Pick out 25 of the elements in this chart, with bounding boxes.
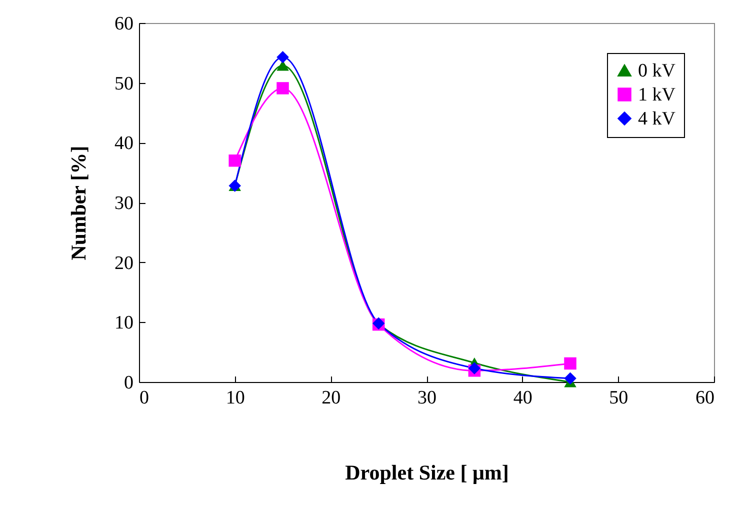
x-tick-label: 50 xyxy=(609,388,628,408)
y-tick-label: 40 xyxy=(114,133,134,154)
x-tick-label: 20 xyxy=(322,388,341,408)
x-tick-label: 10 xyxy=(226,388,245,408)
x-axis-title: Droplet Size [ μm] xyxy=(345,460,509,484)
x-tick-label: 40 xyxy=(513,388,532,408)
point xyxy=(564,357,576,370)
point xyxy=(276,82,289,94)
legend-label: 0 kV xyxy=(638,60,676,82)
legend-label: 1 kV xyxy=(638,84,676,106)
x-tick-label: 60 xyxy=(696,388,714,408)
y-axis-title: Number [%] xyxy=(66,146,90,260)
point xyxy=(228,154,241,167)
point xyxy=(564,372,576,385)
point xyxy=(276,50,289,64)
y-tick-label: 10 xyxy=(114,312,134,334)
y-tick-label: 30 xyxy=(114,193,134,214)
y-tick-label: 0 xyxy=(124,372,134,394)
point xyxy=(468,362,481,374)
y-tick-label: 50 xyxy=(114,73,134,94)
y-tick-label: 20 xyxy=(114,252,134,274)
x-tick-label: 0 xyxy=(140,388,149,408)
y-tick-label: 60 xyxy=(114,14,134,34)
legend-label: 4 kV xyxy=(638,108,676,130)
x-tick-label: 30 xyxy=(418,388,436,408)
